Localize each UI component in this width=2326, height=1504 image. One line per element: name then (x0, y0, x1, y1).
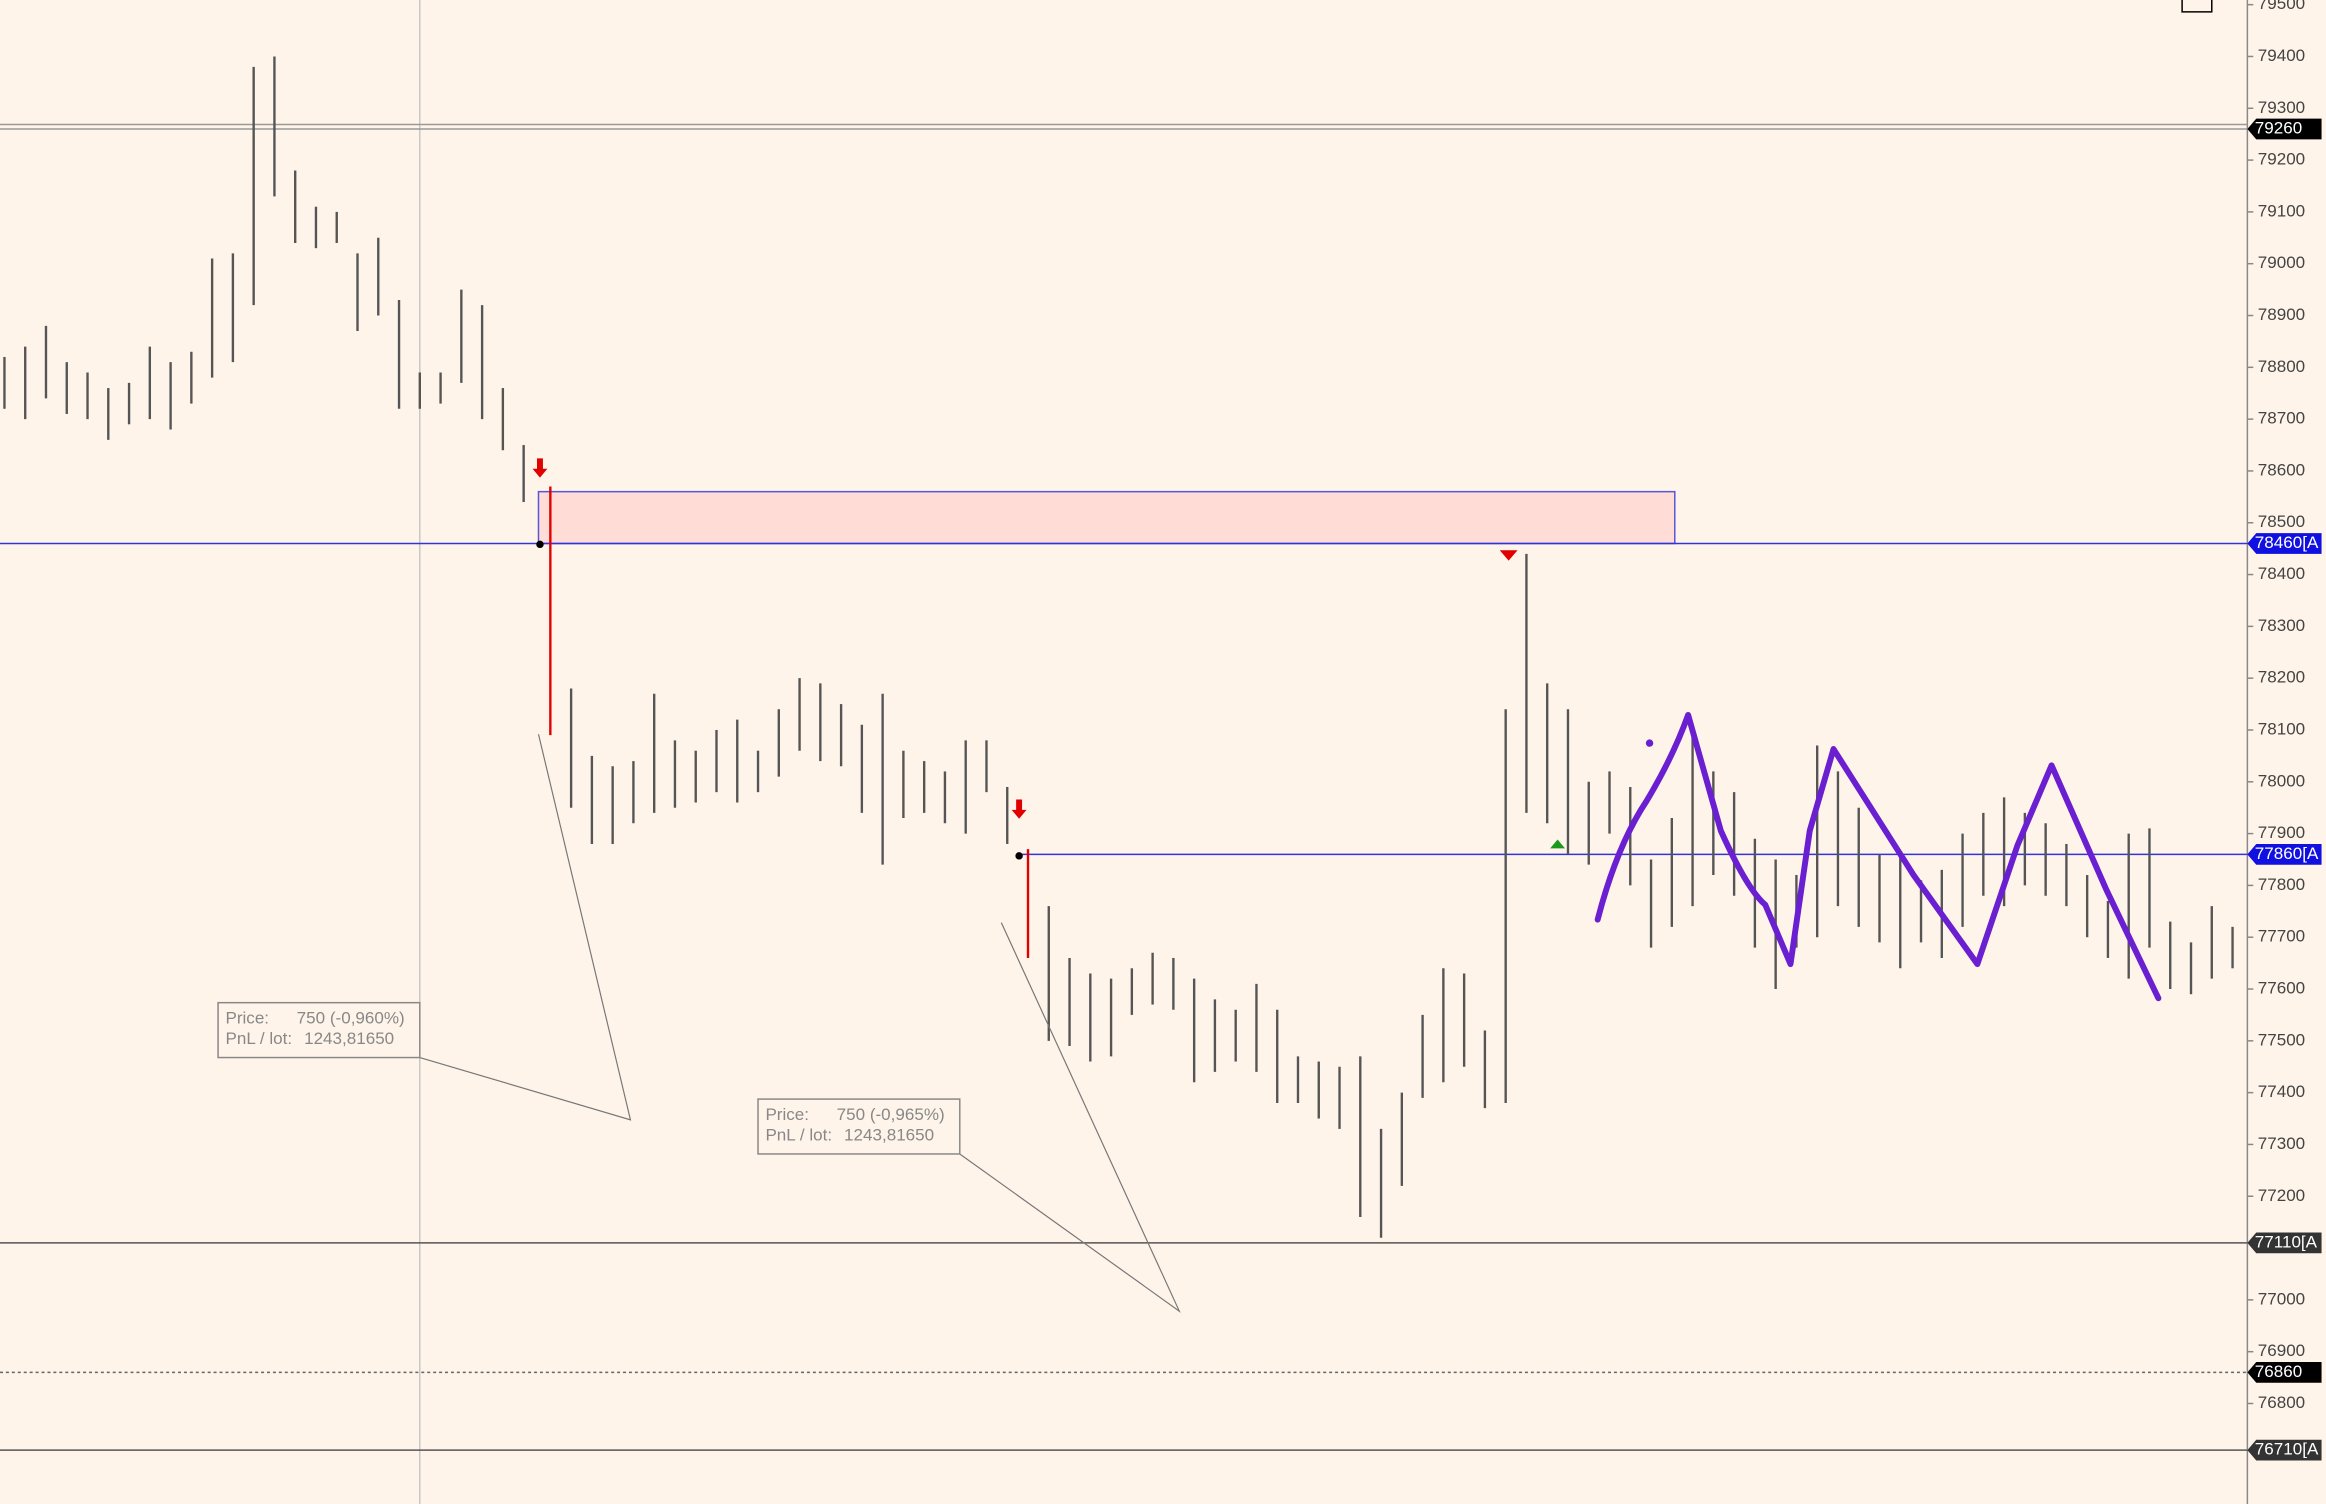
price-tag (2247, 533, 2322, 554)
y-tick-label: 77600 (2258, 979, 2305, 998)
tooltip-value: 1243,81650 (844, 1126, 934, 1145)
exit-marker (1499, 550, 1518, 561)
leader-line (419, 734, 632, 1121)
y-tick-label: 78400 (2258, 564, 2305, 583)
tooltip-label: PnL / lot: (765, 1126, 832, 1145)
y-tick-label: 79400 (2258, 46, 2305, 65)
sell-arrow (1011, 799, 1027, 819)
price-tag-label: 76710[A (2255, 1440, 2319, 1459)
y-tick-label: 78500 (2258, 512, 2305, 531)
tooltip-value: 750 (-0,965%) (837, 1105, 945, 1124)
price-tag-label: 78460[A (2255, 533, 2319, 552)
tooltip-label: Price: (225, 1008, 269, 1027)
plot: 79500 79400 79300 79200 79100 79000 78900 78800… (0, 0, 2322, 1461)
price-tag-label: 77860[A (2255, 844, 2319, 863)
y-tick-label: 77400 (2258, 1082, 2305, 1101)
price-tag (2247, 843, 2322, 865)
y-tick-label: 77300 (2258, 1134, 2305, 1153)
y-tick-label: 78000 (2258, 771, 2305, 790)
y-tick-label: 78700 (2258, 409, 2305, 428)
tooltip-box (217, 1001, 421, 1059)
sell-arrow (532, 458, 548, 478)
dot (536, 540, 544, 549)
markers (532, 458, 1566, 860)
y-tick-label: 79500 (2258, 0, 2305, 13)
price-tag-label: 79260 (2255, 119, 2302, 138)
y-tick-label: 76900 (2258, 1341, 2305, 1360)
y-tick-label: 79000 (2258, 253, 2305, 272)
dot (1015, 852, 1023, 860)
tooltip-value: 1243,81650 (304, 1029, 394, 1048)
price-tag (2247, 118, 2322, 140)
tooltip-label: PnL / lot: (225, 1029, 292, 1048)
corner-button[interactable] (2181, 0, 2213, 13)
y-tick-label: 77800 (2258, 875, 2305, 894)
y-tick-label: 79100 (2258, 201, 2305, 220)
leader-lines (419, 734, 1181, 1313)
y-tick-label: 77500 (2258, 1030, 2305, 1049)
y-tick-label: 77200 (2258, 1186, 2305, 1205)
y-tick-label: 78600 (2258, 460, 2305, 479)
y-tick-label: 79200 (2258, 150, 2305, 169)
y-tick-label: 76800 (2258, 1393, 2305, 1412)
tooltip: Price: 750 (-0,965%) PnL / lot: 1243,816… (757, 1098, 961, 1155)
leader-line (959, 922, 1181, 1313)
tooltip-box (757, 1098, 961, 1155)
entry-marker (1550, 839, 1566, 849)
tooltip-value: 750 (-0,960%) (297, 1008, 405, 1027)
price-tag (2247, 1232, 2322, 1254)
y-tick-label: 77000 (2258, 1289, 2305, 1308)
price-tag-label: 76860 (2255, 1362, 2302, 1381)
price-tag (2247, 1362, 2322, 1383)
freehand-dot (1645, 739, 1654, 747)
y-tick-label: 79300 (2258, 98, 2305, 117)
y-tick-label: 78800 (2258, 357, 2305, 376)
freehand-drawing (1594, 711, 2162, 1002)
y-tick-label: 77700 (2258, 927, 2305, 946)
y-tick-label: 77900 (2258, 823, 2305, 842)
tooltip-label: Price: (765, 1105, 809, 1124)
y-tick-label: 78900 (2258, 305, 2305, 324)
zone (537, 490, 1676, 545)
price-tag-label: 77110[A (2255, 1232, 2318, 1251)
y-tick-label: 78100 (2258, 719, 2305, 738)
price-tag (2247, 1439, 2322, 1461)
tooltip: Price: 750 (-0,960%) PnL / lot: 1243,816… (217, 1001, 421, 1059)
y-tick-label: 78300 (2258, 616, 2305, 635)
y-tick-label: 78200 (2258, 668, 2305, 687)
